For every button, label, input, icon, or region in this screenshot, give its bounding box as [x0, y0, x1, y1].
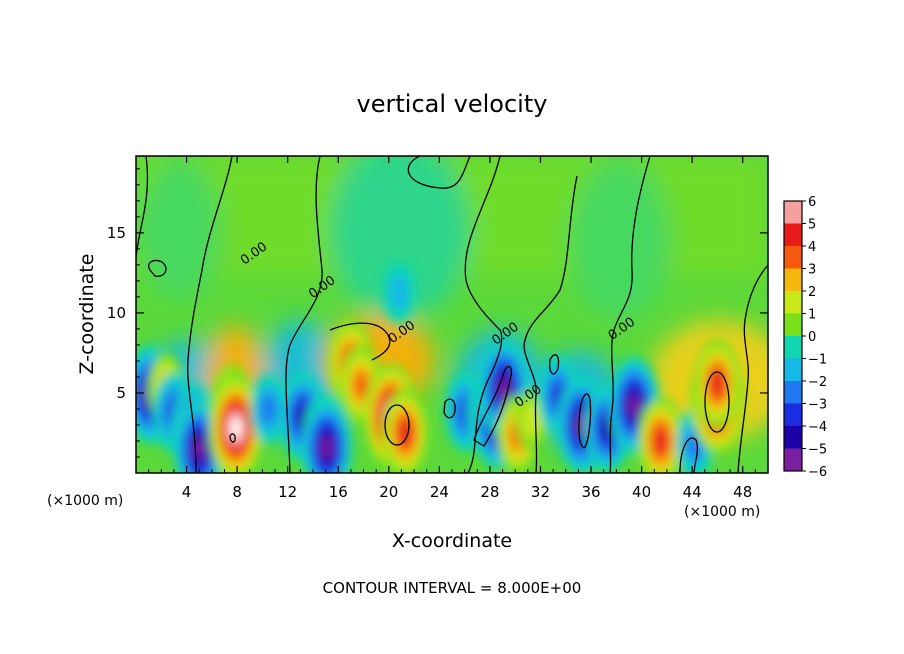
colorbar-tick-label: −6 — [808, 465, 827, 480]
x-tick-label: 20 — [379, 483, 398, 501]
x-unit-right: (×1000 m) — [684, 504, 760, 520]
colorbar-tick-label: 4 — [808, 240, 816, 255]
y-tick-label: 10 — [107, 304, 126, 322]
velocity-cell — [250, 373, 288, 445]
velocity-cell — [637, 396, 684, 473]
x-tick-label: 40 — [632, 483, 651, 501]
velocity-cell — [208, 374, 264, 473]
x-tick-label: 16 — [329, 483, 348, 501]
x-tick-label: 12 — [278, 483, 297, 501]
colorbar-tick-label: −2 — [808, 375, 827, 390]
colorbar-swatch — [784, 403, 802, 427]
x-tick-label: 32 — [531, 483, 550, 501]
y-tick-label: 5 — [116, 384, 126, 402]
colorbar-swatch — [784, 246, 802, 269]
colorbar-swatch — [784, 336, 802, 359]
x-tick-label: 28 — [480, 483, 499, 501]
chart-title: vertical velocity — [357, 90, 548, 118]
colorbar-swatch — [784, 201, 802, 224]
colorbar-tick-label: 6 — [808, 195, 816, 210]
colorbar-tick-label: −5 — [808, 443, 827, 458]
y-tick-label: 15 — [107, 224, 126, 242]
colorbar-swatch — [784, 291, 802, 314]
colorbar-tick-label: 5 — [808, 218, 816, 233]
velocity-cell — [694, 338, 741, 428]
x-tick-label: 44 — [683, 483, 702, 501]
colorbar-swatch — [784, 358, 802, 382]
x-tick-label: 8 — [232, 483, 242, 501]
velocity-cell — [301, 398, 353, 473]
colorbar-tick-label: 1 — [808, 308, 816, 323]
velocity-cell — [382, 388, 429, 473]
colorbar: 6 5 4 3 2 1 0 −1 −2 −3 −4 −5 −6 — [783, 195, 827, 480]
x-tick-label: 4 — [182, 483, 192, 501]
x-axis-label: X-coordinate — [392, 530, 512, 552]
colorbar-swatch — [784, 426, 802, 449]
colorbar-swatch — [784, 268, 802, 292]
plot-area: 0.000.000.00 0.000.000.00 4 8 12 16 20 24 28 32 3… — [107, 155, 769, 501]
colorbar-tick-label: 3 — [808, 263, 816, 278]
velocity-cells — [136, 261, 745, 473]
contour-interval-note: CONTOUR INTERVAL = 8.000E+00 — [323, 579, 582, 597]
colorbar-tick-label: −1 — [808, 353, 827, 368]
y-axis-label: Z-coordinate — [76, 254, 98, 375]
x-tick-label: 24 — [430, 483, 449, 501]
colorbar-swatch — [784, 313, 802, 337]
x-tick-label: 36 — [581, 483, 600, 501]
colorbar-swatch — [784, 381, 802, 404]
colorbar-tick-label: 2 — [808, 285, 816, 300]
zero-contours — [136, 156, 768, 473]
colorbar-swatch — [784, 448, 802, 472]
colorbar-tick-label: 0 — [808, 330, 816, 345]
x-tick-label: 48 — [733, 483, 752, 501]
colorbar-swatch — [784, 223, 802, 247]
velocity-cell — [382, 261, 416, 324]
colorbar-tick-label: −3 — [808, 398, 827, 413]
x-unit-left: (×1000 m) — [47, 493, 123, 509]
colorbar-tick-label: −4 — [808, 420, 827, 435]
